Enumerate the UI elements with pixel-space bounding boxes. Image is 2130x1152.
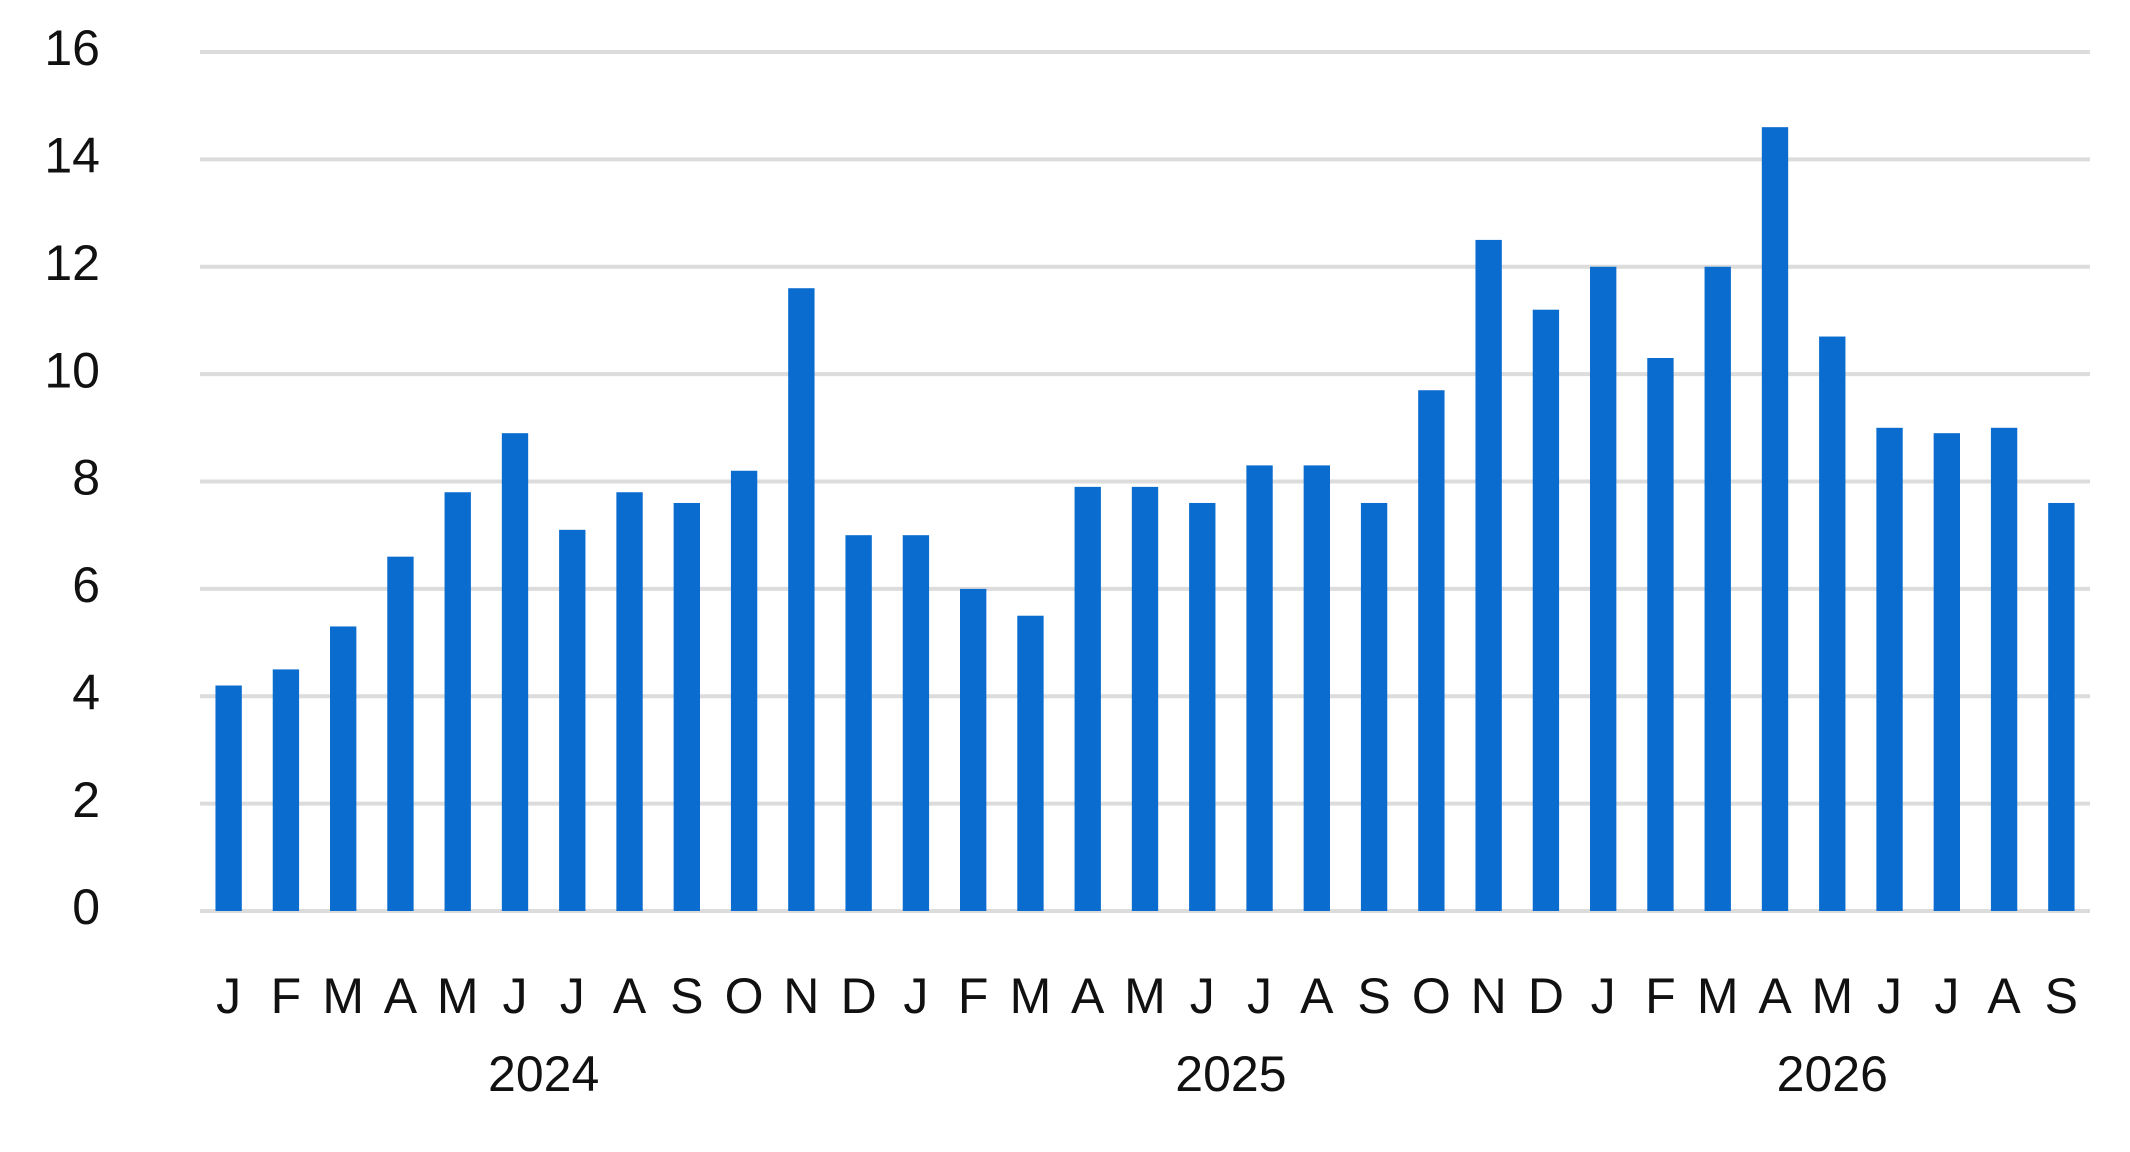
- y-tick-label: 14: [44, 128, 100, 184]
- group-label: 2026: [1777, 1046, 1888, 1102]
- bar: [2048, 502, 2075, 911]
- x-tick-label: S: [1357, 968, 1390, 1024]
- bar: [960, 588, 987, 911]
- x-tick-label: J: [1877, 968, 1902, 1024]
- bar: [1990, 427, 2018, 911]
- x-tick-label: A: [1071, 968, 1105, 1024]
- bar: [330, 626, 357, 911]
- bar: [1475, 239, 1502, 911]
- x-tick-label: J: [1934, 968, 1959, 1024]
- x-tick-label: D: [841, 968, 877, 1024]
- x-tick-label: S: [670, 968, 703, 1024]
- x-tick-label: D: [1528, 968, 1564, 1024]
- x-tick-label: F: [958, 968, 989, 1024]
- y-tick-label: 12: [44, 235, 100, 291]
- bar: [1418, 390, 1445, 911]
- bar: [444, 492, 471, 911]
- x-tick-label: J: [1247, 968, 1272, 1024]
- bar: [1189, 502, 1216, 911]
- x-tick-label: M: [1811, 968, 1853, 1024]
- bar: [1876, 427, 1903, 911]
- x-tick-label: A: [1987, 968, 2021, 1024]
- bar: [1590, 266, 1617, 911]
- bar: [788, 288, 815, 912]
- x-tick-label: J: [903, 968, 928, 1024]
- x-tick-label: N: [783, 968, 819, 1024]
- y-tick-label: 2: [72, 772, 100, 828]
- group-label: 2024: [488, 1046, 599, 1102]
- bar: [1246, 465, 1273, 911]
- bar: [616, 492, 643, 911]
- group-label: 2025: [1175, 1046, 1286, 1102]
- bar: [1074, 486, 1101, 911]
- x-tick-label: O: [1412, 968, 1451, 1024]
- bar: [501, 433, 529, 911]
- bar: [387, 556, 414, 911]
- bar: [673, 502, 700, 911]
- bar: [1819, 336, 1846, 911]
- x-tick-label: S: [2045, 968, 2078, 1024]
- x-tick-label: F: [271, 968, 302, 1024]
- x-tick-label: A: [1758, 968, 1792, 1024]
- x-tick-label: A: [384, 968, 418, 1024]
- x-tick-label: M: [322, 968, 364, 1024]
- x-tick-label: M: [1010, 968, 1052, 1024]
- x-tick-label: J: [216, 968, 241, 1024]
- y-tick-label: 0: [72, 879, 100, 935]
- bar: [1647, 358, 1674, 911]
- x-tick-label: J: [560, 968, 585, 1024]
- bar: [902, 535, 930, 911]
- bar: [1017, 615, 1044, 911]
- bar: [1933, 433, 1960, 911]
- x-tick-label: A: [1300, 968, 1334, 1024]
- bar: [1360, 502, 1388, 911]
- x-tick-label: O: [725, 968, 764, 1024]
- bar: [845, 535, 872, 911]
- y-tick-label: 8: [72, 450, 100, 506]
- bar: [272, 669, 300, 911]
- y-tick-label: 10: [44, 342, 100, 398]
- x-tick-label: J: [1591, 968, 1616, 1024]
- x-tick-label: M: [1124, 968, 1166, 1024]
- bar: [215, 685, 242, 911]
- bar: [1131, 486, 1159, 911]
- bar: [1761, 127, 1789, 912]
- x-tick-label: N: [1471, 968, 1507, 1024]
- x-tick-label: M: [437, 968, 479, 1024]
- y-tick-label: 16: [44, 20, 100, 76]
- bar: [1532, 309, 1560, 911]
- x-tick-label: F: [1645, 968, 1676, 1024]
- y-tick-label: 6: [72, 557, 100, 613]
- bar: [730, 470, 758, 911]
- x-tick-label: M: [1697, 968, 1739, 1024]
- x-tick-label: A: [613, 968, 647, 1024]
- y-tick-label: 4: [72, 664, 100, 720]
- x-tick-label: J: [1190, 968, 1215, 1024]
- bar: [1303, 465, 1330, 911]
- x-tick-label: J: [503, 968, 528, 1024]
- bar: [1704, 266, 1731, 911]
- bar: [559, 529, 586, 911]
